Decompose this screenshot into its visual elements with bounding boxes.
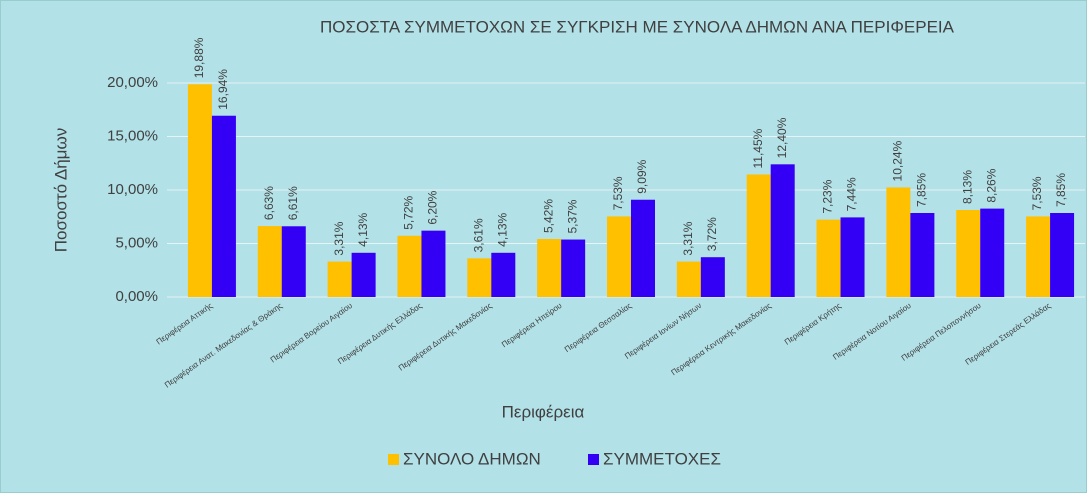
value-label: 3,31%: [681, 221, 695, 255]
value-label: 11,45%: [751, 128, 765, 168]
bar: [840, 217, 865, 297]
value-label: 3,72%: [705, 217, 719, 251]
value-label: 6,61%: [286, 186, 300, 220]
value-label: 7,85%: [915, 173, 929, 207]
legend-label: ΣΥΜΜΕΤΟΧΕΣ: [603, 449, 721, 468]
bar: [1050, 213, 1075, 297]
y-axis-title: Ποσοστό Δήμων: [51, 128, 70, 253]
legend-label: ΣΥΝΟΛΟ ΔΗΜΩΝ: [403, 449, 541, 468]
bar: [631, 199, 655, 297]
bar: [700, 257, 725, 297]
y-tick-label: 20,00%: [107, 74, 158, 91]
value-label: 6,63%: [262, 186, 276, 220]
bar: [676, 261, 701, 297]
value-label: 3,31%: [332, 221, 346, 255]
value-label: 7,44%: [845, 177, 859, 211]
bar: [956, 210, 981, 297]
value-label: 4,13%: [356, 212, 370, 246]
x-axis-title: Περιφέρεια: [502, 402, 585, 421]
bar: [491, 252, 516, 297]
bar: [910, 213, 935, 297]
value-label: 8,26%: [984, 168, 998, 202]
bar: [770, 164, 795, 297]
value-label: 7,53%: [611, 176, 625, 210]
legend-swatch: [388, 454, 399, 465]
value-label: 5,37%: [565, 199, 579, 233]
value-label: 5,72%: [402, 195, 416, 229]
y-tick-label: 15,00%: [107, 127, 158, 144]
legend-swatch: [588, 454, 599, 465]
value-label: 7,53%: [1030, 176, 1044, 210]
value-label: 12,40%: [775, 117, 789, 158]
bar: [281, 226, 306, 297]
bar: [746, 174, 771, 297]
bar: [1026, 216, 1051, 297]
value-label: 5,42%: [541, 199, 555, 233]
bar: [980, 208, 1005, 297]
bar: [351, 252, 376, 297]
bar: [211, 115, 236, 297]
bar: [561, 239, 586, 297]
bar: [187, 84, 212, 297]
bar: [421, 230, 446, 297]
value-label: 3,61%: [471, 218, 485, 252]
value-label: 6,20%: [426, 190, 440, 224]
bar: [257, 226, 282, 297]
value-label: 8,13%: [960, 170, 974, 204]
y-tick-label: 5,00%: [115, 234, 158, 251]
bar: [397, 235, 422, 297]
bar: [886, 187, 911, 297]
value-label: 19,88%: [192, 37, 206, 78]
value-label: 7,23%: [821, 179, 835, 213]
value-label: 9,09%: [635, 159, 649, 193]
y-tick-label: 0,00%: [115, 288, 158, 305]
bar: [607, 216, 631, 297]
value-label: 16,94%: [216, 69, 230, 110]
bar: [816, 219, 841, 297]
bar: [327, 261, 352, 297]
bar: [467, 258, 492, 297]
value-label: 10,24%: [891, 140, 905, 181]
y-tick-label: 10,00%: [107, 181, 158, 198]
value-label: 4,13%: [495, 212, 509, 246]
bar: [537, 239, 562, 297]
chart-title: ΠΟΣΟΣΤΑ ΣΥΜΜΕΤΟΧΩΝ ΣΕ ΣΥΓΚΡΙΣΗ ΜΕ ΣΥΝΟΛΑ…: [320, 17, 955, 36]
value-label: 7,85%: [1054, 173, 1068, 207]
